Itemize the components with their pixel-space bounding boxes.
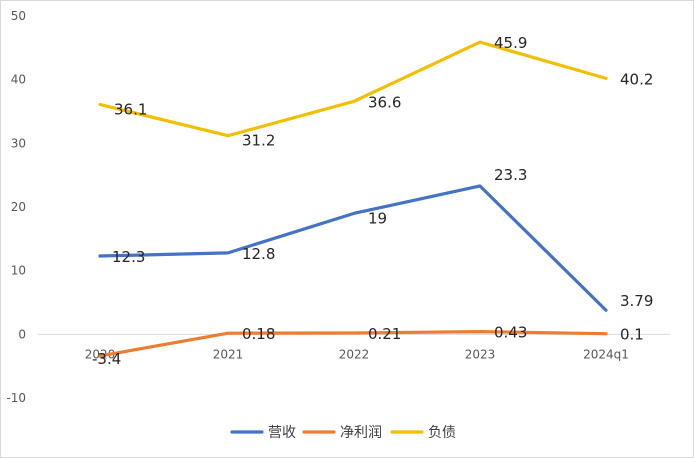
data-label: 12.3: [112, 248, 145, 266]
data-label: 31.2: [242, 132, 275, 150]
data-label: 36.6: [368, 93, 401, 111]
y-tick-label: 40: [11, 73, 26, 87]
data-label: 12.8: [242, 245, 275, 263]
y-tick-label: 50: [11, 9, 26, 23]
data-label: 36.1: [114, 100, 147, 118]
data-label: 0.21: [368, 325, 401, 343]
data-label: 40.2: [620, 70, 653, 88]
x-tick-label: 2023: [465, 347, 496, 361]
data-label: 0.18: [242, 325, 275, 343]
y-tick-label: 30: [11, 136, 26, 150]
legend-label: 净利润: [340, 425, 382, 441]
data-label: 19: [368, 209, 387, 227]
x-tick-label: 2021: [213, 347, 244, 361]
data-label: 45.9: [494, 34, 527, 52]
data-label: 23.3: [494, 166, 527, 184]
data-label: -3.4: [92, 350, 121, 368]
series-line-3: [98, 40, 608, 138]
series-line-1: [98, 184, 608, 312]
x-tick-label: 2022: [339, 347, 370, 361]
data-label: 3.79: [620, 292, 653, 310]
data-label: 0.1: [620, 326, 644, 344]
y-tick-label: 20: [11, 200, 26, 214]
x-tick-label: 2020: [85, 347, 116, 361]
legend-label: 营收: [268, 425, 296, 441]
y-tick-label: 10: [11, 264, 26, 278]
x-tick-label: 2024q1: [583, 347, 629, 361]
y-tick-label: -10: [6, 391, 26, 405]
legend-label: 负债: [428, 425, 456, 441]
data-label: 0.43: [494, 324, 527, 342]
y-tick-label: 0: [18, 327, 26, 341]
series-line-2: [98, 329, 608, 358]
